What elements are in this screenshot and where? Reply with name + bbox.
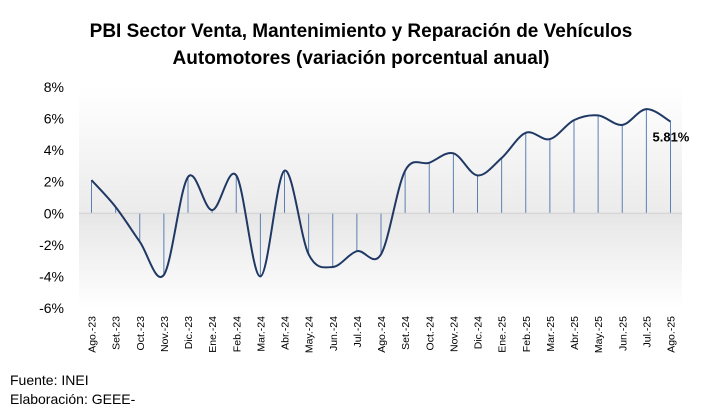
x-tick-label: Nov.-24 xyxy=(448,316,460,352)
x-tick-label: Feb.-25 xyxy=(521,316,533,352)
x-tick-label: Feb.-24 xyxy=(231,316,243,352)
x-tick-label: Ago.-25 xyxy=(666,316,678,353)
y-tick-label: 2% xyxy=(44,174,64,190)
y-tick-label: 6% xyxy=(44,111,64,127)
y-tick-label: 4% xyxy=(44,142,64,158)
x-tick-label: Jun.-24 xyxy=(328,316,340,351)
y-tick-label: -2% xyxy=(39,237,64,253)
chart-title-line2: Automotores (variación porcentual anual) xyxy=(172,48,550,69)
source-note: Fuente: INEI xyxy=(10,372,89,388)
chart-title-line1: PBI Sector Venta, Mantenimiento y Repara… xyxy=(89,21,633,42)
x-tick-label: Dic.-23 xyxy=(183,316,195,349)
x-tick-label: Set.-24 xyxy=(400,316,412,350)
plot-background-positive xyxy=(79,87,682,214)
x-tick-label: Oct.-24 xyxy=(424,316,436,351)
x-tick-label: Ago.-24 xyxy=(376,316,388,353)
drop-lines xyxy=(91,109,671,277)
y-axis-ticks: 8% 6% 4% 2% 0% -2% -4% -6% xyxy=(39,79,64,316)
x-tick-label: Ene.-25 xyxy=(497,316,509,353)
x-tick-label: May.-25 xyxy=(593,316,605,353)
x-tick-label: Mar.-25 xyxy=(545,316,557,352)
x-tick-label: Ene.-24 xyxy=(207,316,219,353)
chart-title: PBI Sector Venta, Mantenimiento y Repara… xyxy=(0,18,722,72)
x-tick-label: Abr.-25 xyxy=(569,316,581,350)
x-tick-label: May.-24 xyxy=(304,316,316,353)
y-tick-label: -6% xyxy=(39,300,64,316)
x-tick-label: Mar.-24 xyxy=(255,316,267,352)
y-tick-label: -4% xyxy=(39,268,64,284)
x-tick-label: Ago.-23 xyxy=(87,316,99,353)
x-tick-label: Set.-23 xyxy=(111,316,123,350)
x-axis-ticks: Ago.-23 Set.-23 Oct.-23 Nov.-23 Dic.-23 Ene.-… xyxy=(87,316,678,353)
y-tick-label: 0% xyxy=(44,205,64,221)
x-tick-label: Oct.-23 xyxy=(135,316,147,351)
x-tick-label: Jun.-25 xyxy=(617,316,629,351)
last-value-label: 5.81% xyxy=(653,130,690,145)
x-tick-label: Abr.-24 xyxy=(280,316,292,350)
x-tick-label: Nov.-23 xyxy=(159,316,171,352)
x-tick-label: Jul.-24 xyxy=(352,316,364,348)
elaboration-note: Elaboración: GEEE- xyxy=(10,391,136,407)
x-tick-label: Dic.-24 xyxy=(473,316,485,349)
series-line xyxy=(90,108,672,278)
x-tick-label: Jul.-25 xyxy=(641,316,653,348)
y-tick-label: 8% xyxy=(44,79,64,95)
